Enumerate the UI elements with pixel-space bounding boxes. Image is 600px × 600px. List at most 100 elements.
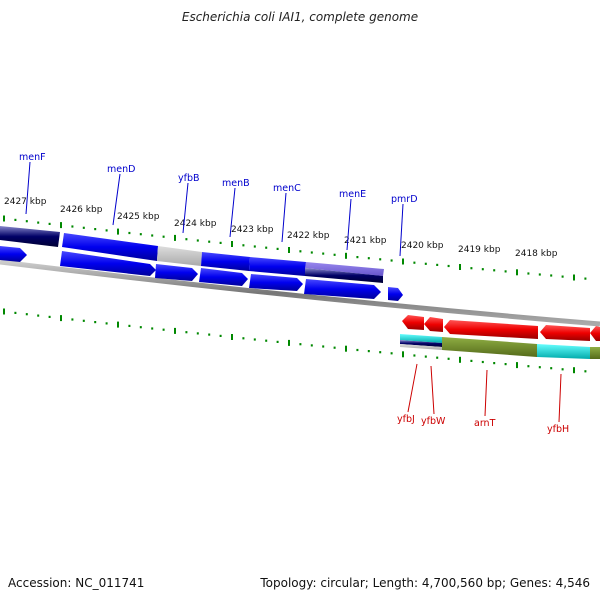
major-tick	[345, 345, 347, 352]
gene-arrow-6[interactable]	[304, 279, 381, 299]
feature-navy-small[interactable]	[400, 340, 442, 347]
major-tick	[288, 339, 290, 346]
gene-menD-block[interactable]	[62, 233, 158, 261]
minor-tick	[561, 275, 564, 278]
kbp-label: 2419 kbp	[458, 245, 501, 255]
gene-label-menD[interactable]: menD	[107, 164, 135, 175]
minor-tick	[333, 253, 336, 256]
gene-menE-purple-block[interactable]	[305, 262, 384, 276]
minor-tick	[299, 343, 302, 346]
gene-label-yfbH[interactable]: yfbH	[547, 424, 569, 435]
reverse-feature-row	[400, 334, 600, 359]
gene-arrow-1[interactable]	[0, 246, 27, 262]
leader-line	[558, 373, 562, 423]
feature-grey-small[interactable]	[400, 344, 442, 350]
gene-red-arrow-4[interactable]	[540, 325, 590, 341]
minor-tick	[105, 229, 108, 232]
minor-tick	[82, 226, 85, 229]
major-tick	[459, 356, 461, 363]
minor-tick	[413, 261, 416, 264]
major-tick	[573, 274, 575, 281]
leader-line	[25, 161, 31, 215]
minor-tick	[14, 218, 17, 221]
minor-tick	[504, 270, 507, 273]
gene-menF-block[interactable]	[0, 226, 60, 247]
minor-tick	[242, 244, 245, 247]
minor-tick	[447, 357, 450, 360]
major-tick	[573, 367, 575, 374]
gene-menB-block[interactable]	[201, 252, 250, 271]
gene-label-yfbJ[interactable]: yfbJ	[397, 414, 415, 425]
kbp-label: 2426 kbp	[60, 205, 103, 215]
gene-red-arrow-1[interactable]	[402, 315, 424, 330]
gene-menC-block[interactable]	[249, 257, 306, 276]
gene-arrow-7[interactable]	[388, 287, 403, 301]
gene-menE-navy-block[interactable]	[305, 268, 383, 283]
gene-arrow-2[interactable]	[60, 251, 156, 276]
minor-tick	[162, 235, 165, 238]
gene-arrow-5[interactable]	[249, 274, 303, 291]
forward-gene-names: menF menD yfbB menB menC menE pmrD	[19, 152, 418, 205]
minor-tick	[447, 264, 450, 268]
kbp-label: 2422 kbp	[287, 231, 330, 241]
major-tick	[345, 252, 347, 259]
minor-tick	[265, 246, 268, 249]
minor-tick	[424, 355, 427, 358]
minor-tick	[253, 245, 256, 248]
gene-label-arnT[interactable]: arnT	[474, 418, 496, 429]
gene-arrow-3[interactable]	[155, 264, 198, 281]
minor-tick	[390, 259, 393, 262]
minor-tick	[379, 351, 382, 354]
minor-tick	[37, 314, 40, 317]
major-tick	[288, 247, 290, 253]
minor-tick	[584, 277, 587, 280]
gene-label-menF[interactable]: menF	[19, 152, 46, 163]
kbp-label: 2421 kbp	[344, 236, 387, 246]
minor-tick	[14, 311, 17, 314]
minor-tick	[413, 354, 416, 357]
leader-line	[346, 198, 352, 251]
reverse-gene-labels	[407, 363, 562, 423]
gene-label-menC[interactable]: menC	[273, 183, 301, 194]
kbp-label: 2418 kbp	[515, 249, 558, 259]
minor-tick	[493, 362, 496, 365]
kbp-scale-labels: 2427 kbp 2426 kbp 2425 kbp 2424 kbp 2423…	[4, 197, 558, 259]
gene-label-pmrD[interactable]: pmrD	[391, 194, 418, 205]
gene-red-arrow-2[interactable]	[424, 317, 443, 332]
minor-tick	[470, 359, 473, 362]
reverse-strand-row	[402, 315, 600, 341]
feature-olive-edge[interactable]	[590, 347, 600, 359]
feature-arnT-olive[interactable]	[442, 337, 537, 357]
minor-tick	[94, 321, 97, 324]
gene-red-arrow-3[interactable]	[444, 320, 538, 339]
forward-gene-labels	[25, 161, 404, 257]
minor-tick	[367, 350, 370, 353]
feature-yfbH-cyan[interactable]	[537, 344, 590, 359]
minor-tick	[139, 233, 142, 236]
major-tick	[402, 351, 404, 358]
minor-tick	[310, 344, 313, 347]
accession-text: Accession: NC_011741	[8, 576, 145, 590]
minor-tick	[470, 267, 473, 270]
major-tick	[516, 269, 518, 276]
kbp-label: 2420 kbp	[401, 241, 444, 251]
gene-label-menB[interactable]: menB	[222, 178, 250, 189]
minor-tick	[367, 257, 370, 260]
gene-label-menE[interactable]: menE	[339, 189, 366, 200]
minor-tick	[105, 322, 108, 325]
minor-tick	[208, 240, 211, 243]
minor-tick	[94, 228, 97, 231]
gene-label-yfbB[interactable]: yfbB	[178, 173, 200, 184]
minor-tick	[322, 345, 325, 348]
major-tick	[117, 321, 119, 328]
minor-tick	[299, 250, 302, 253]
gene-red-arrow-5[interactable]	[590, 326, 600, 341]
minor-tick	[436, 356, 439, 359]
minor-tick	[48, 315, 51, 318]
gene-label-yfbW[interactable]: yfbW	[421, 416, 446, 427]
kbp-label: 2425 kbp	[117, 212, 160, 222]
gene-yfbB-block[interactable]	[157, 246, 202, 266]
gene-arrow-4[interactable]	[199, 268, 248, 286]
minor-tick	[538, 273, 541, 276]
